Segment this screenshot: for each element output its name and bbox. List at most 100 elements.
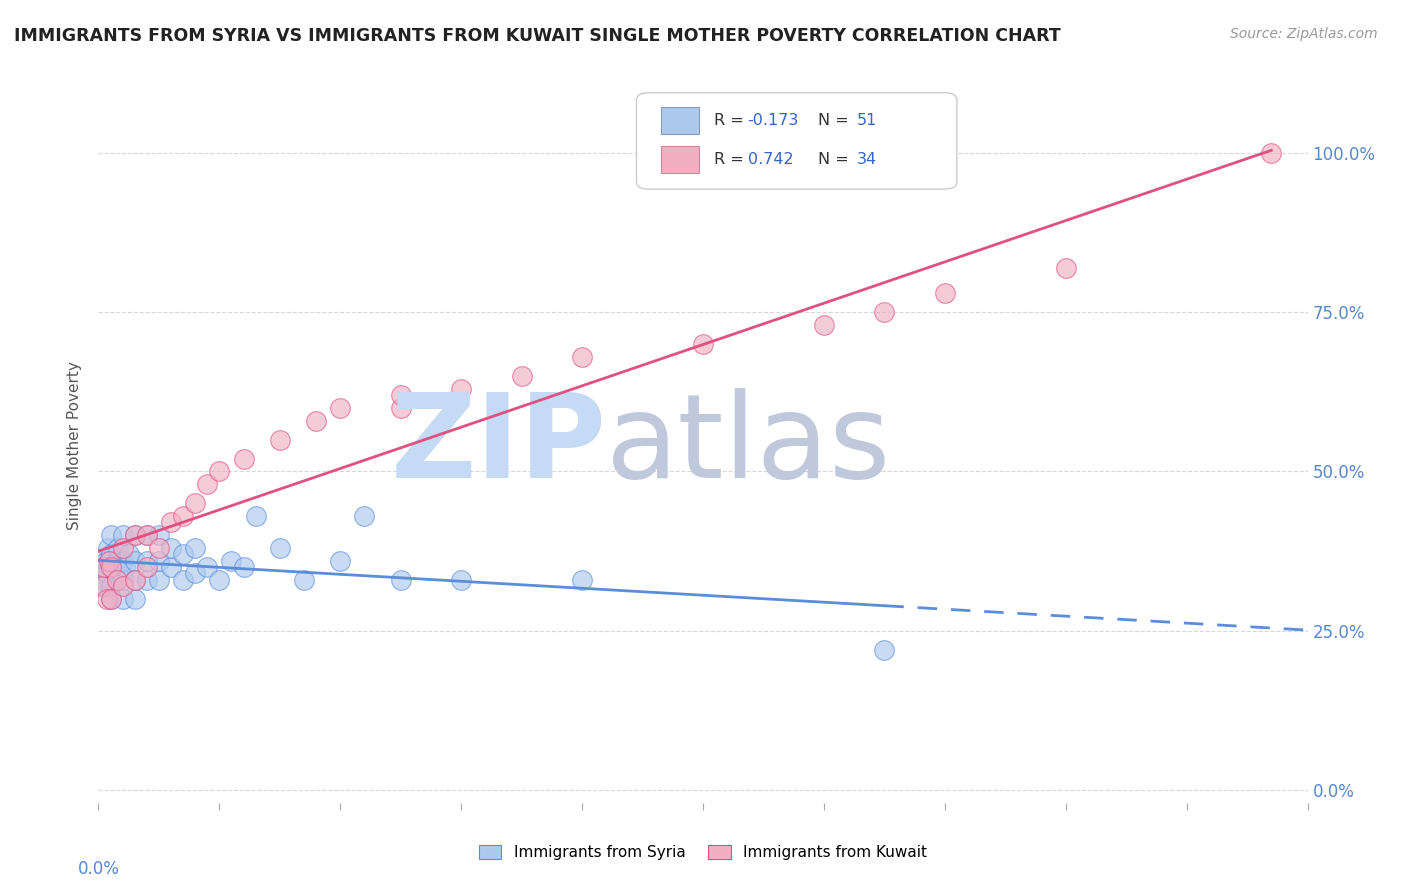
Text: 0.0%: 0.0% — [77, 860, 120, 878]
Point — [450, 382, 472, 396]
Text: -0.173: -0.173 — [748, 113, 799, 128]
Point — [934, 286, 956, 301]
Point — [813, 318, 835, 332]
Point — [91, 579, 114, 593]
Point — [195, 477, 218, 491]
Point — [91, 560, 114, 574]
Point — [450, 573, 472, 587]
Point — [100, 547, 122, 561]
Text: R =: R = — [714, 153, 754, 168]
Point — [184, 541, 207, 555]
Point — [245, 509, 267, 524]
Point — [124, 554, 146, 568]
Point — [208, 573, 231, 587]
Point — [100, 560, 122, 574]
Point — [389, 573, 412, 587]
Bar — [661, 107, 699, 134]
Point — [232, 560, 254, 574]
Point — [118, 547, 141, 561]
Point — [100, 579, 122, 593]
Point — [353, 509, 375, 524]
Point — [124, 528, 146, 542]
Point — [111, 591, 134, 606]
Point — [105, 573, 128, 587]
Text: N =: N = — [818, 113, 853, 128]
Point — [873, 643, 896, 657]
Point — [93, 560, 115, 574]
Bar — [661, 146, 699, 173]
Point — [96, 591, 118, 606]
Point — [135, 528, 157, 542]
Point — [232, 451, 254, 466]
Point — [98, 554, 121, 568]
Point — [195, 560, 218, 574]
Point — [135, 528, 157, 542]
Point — [111, 573, 134, 587]
Point — [124, 573, 146, 587]
Point — [184, 496, 207, 510]
Point — [96, 566, 118, 581]
Point — [184, 566, 207, 581]
Point — [105, 554, 128, 568]
Point — [91, 573, 114, 587]
Text: atlas: atlas — [606, 389, 891, 503]
Point — [269, 433, 291, 447]
Text: 0.742: 0.742 — [748, 153, 793, 168]
Point — [269, 541, 291, 555]
Point — [111, 528, 134, 542]
Point — [111, 579, 134, 593]
Point — [135, 560, 157, 574]
Point — [148, 541, 170, 555]
Point — [510, 368, 533, 383]
Point — [305, 413, 328, 427]
Point — [1054, 260, 1077, 275]
Point — [98, 554, 121, 568]
Point — [111, 554, 134, 568]
Point — [100, 591, 122, 606]
Point — [172, 547, 194, 561]
Y-axis label: Single Mother Poverty: Single Mother Poverty — [67, 361, 83, 531]
Text: R =: R = — [714, 113, 749, 128]
FancyBboxPatch shape — [637, 93, 957, 189]
Point — [692, 337, 714, 351]
Point — [160, 560, 183, 574]
Text: N =: N = — [818, 153, 853, 168]
Point — [1260, 145, 1282, 160]
Text: 51: 51 — [856, 113, 877, 128]
Point — [148, 573, 170, 587]
Point — [329, 554, 352, 568]
Point — [107, 541, 129, 555]
Point — [135, 573, 157, 587]
Point — [148, 528, 170, 542]
Point — [329, 401, 352, 415]
Point — [160, 541, 183, 555]
Point — [114, 560, 136, 574]
Point — [172, 509, 194, 524]
Legend: Immigrants from Syria, Immigrants from Kuwait: Immigrants from Syria, Immigrants from K… — [472, 839, 934, 866]
Point — [97, 541, 120, 555]
Point — [105, 573, 128, 587]
Point — [160, 516, 183, 530]
Point — [100, 560, 122, 574]
Text: 34: 34 — [856, 153, 877, 168]
Point — [124, 573, 146, 587]
Point — [292, 573, 315, 587]
Point — [111, 541, 134, 555]
Point — [571, 350, 593, 364]
Text: IMMIGRANTS FROM SYRIA VS IMMIGRANTS FROM KUWAIT SINGLE MOTHER POVERTY CORRELATIO: IMMIGRANTS FROM SYRIA VS IMMIGRANTS FROM… — [14, 27, 1060, 45]
Point — [100, 591, 122, 606]
Point — [100, 528, 122, 542]
Point — [94, 554, 117, 568]
Point — [389, 388, 412, 402]
Point — [389, 401, 412, 415]
Text: Source: ZipAtlas.com: Source: ZipAtlas.com — [1230, 27, 1378, 41]
Point — [124, 528, 146, 542]
Point — [108, 566, 131, 581]
Point — [124, 591, 146, 606]
Point — [148, 554, 170, 568]
Point — [208, 465, 231, 479]
Point — [135, 554, 157, 568]
Point — [93, 579, 115, 593]
Point — [221, 554, 243, 568]
Text: ZIP: ZIP — [391, 389, 606, 503]
